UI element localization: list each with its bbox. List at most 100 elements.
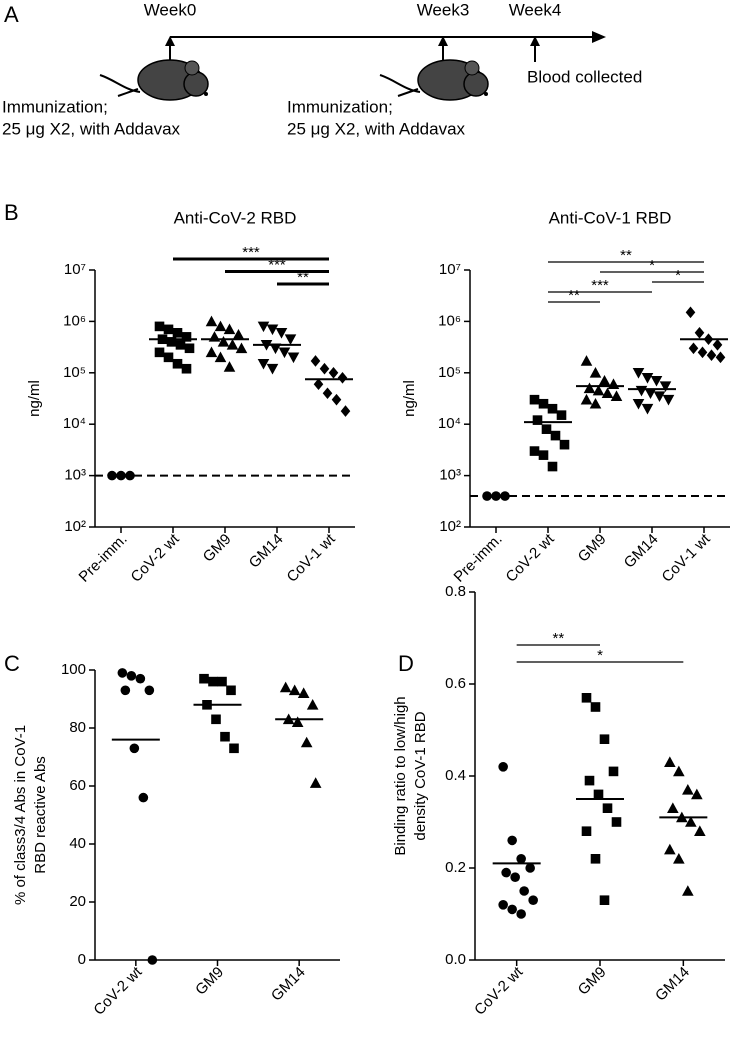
dot xyxy=(541,424,552,434)
dot xyxy=(125,470,135,481)
x-tick-label: GM9 xyxy=(200,531,235,566)
x-tick-label: GM14 xyxy=(246,531,287,572)
injection-arrow xyxy=(117,88,139,97)
chart-title: Anti-CoV-2 RBD xyxy=(174,208,297,227)
panel-label: C xyxy=(4,651,20,676)
x-tick-label: CoV-1 wt xyxy=(284,530,340,586)
dot xyxy=(214,351,227,363)
dot xyxy=(205,346,218,358)
dot xyxy=(662,394,675,406)
y-axis-label: density CoV-1 RBD xyxy=(412,711,429,840)
dot xyxy=(306,699,319,710)
dot xyxy=(685,306,696,319)
dot xyxy=(217,336,230,347)
dot xyxy=(154,321,165,332)
dot xyxy=(291,716,304,727)
dot xyxy=(610,390,623,402)
y-tick-label: 80 xyxy=(69,719,86,736)
dot xyxy=(550,430,561,441)
dot xyxy=(319,362,330,375)
dot xyxy=(501,867,511,878)
dot xyxy=(340,405,351,417)
dot xyxy=(226,339,239,350)
week-arrows xyxy=(169,42,536,62)
dot xyxy=(337,371,348,384)
y-tick-label: 100 xyxy=(61,661,86,678)
chart-title: Anti-CoV-1 RBD xyxy=(549,208,672,227)
significance-label: ** xyxy=(620,247,632,264)
dot xyxy=(107,470,117,481)
y-axis-label: ng/ml xyxy=(26,380,43,417)
y-tick-label: 0 xyxy=(78,951,86,968)
dot xyxy=(322,387,333,400)
x-tick-label: GM14 xyxy=(621,531,662,572)
dot xyxy=(532,415,543,425)
dot xyxy=(516,854,526,864)
y-axis-label: ng/ml xyxy=(401,380,418,417)
dot xyxy=(172,358,183,369)
dot xyxy=(694,825,706,836)
dot xyxy=(589,367,602,378)
x-tick-label: CoV-2 wt xyxy=(471,963,527,1019)
dot xyxy=(601,387,614,399)
dot xyxy=(688,342,699,355)
x-tick-label: GM14 xyxy=(652,964,693,1005)
dot xyxy=(664,843,676,855)
x-tick-label: CoV-2 wt xyxy=(128,530,184,586)
dot xyxy=(116,470,126,481)
dot xyxy=(208,676,218,687)
dot xyxy=(172,328,183,338)
mouse xyxy=(379,59,489,101)
dot xyxy=(205,315,218,327)
dot xyxy=(653,391,666,403)
significance-label: * xyxy=(649,257,655,274)
dot xyxy=(117,668,128,678)
y-tick-label: 0.8 xyxy=(445,583,466,600)
dot xyxy=(538,450,549,460)
dot xyxy=(673,765,685,777)
y-tick-label: 10⁷ xyxy=(64,261,86,278)
dot xyxy=(288,684,301,696)
week-arrowheads xyxy=(165,36,540,46)
x-tick-label: GM9 xyxy=(192,964,227,999)
week-label: Week0 xyxy=(144,0,197,19)
dot xyxy=(673,853,685,864)
dot xyxy=(217,676,227,687)
dot xyxy=(599,734,610,744)
dot xyxy=(235,342,248,354)
dot xyxy=(538,398,549,409)
dot xyxy=(583,382,596,394)
y-tick-label: 10³ xyxy=(439,467,461,484)
dot xyxy=(120,685,131,696)
y-tick-label: 0.2 xyxy=(445,859,466,876)
dot xyxy=(313,378,324,391)
dot xyxy=(589,397,602,409)
dot xyxy=(275,328,288,339)
dot xyxy=(223,323,236,335)
dot xyxy=(607,378,620,390)
dot xyxy=(129,743,140,754)
dot xyxy=(211,714,221,725)
dot xyxy=(507,835,517,846)
dot xyxy=(500,491,510,501)
y-tick-label: 0.4 xyxy=(445,767,466,784)
y-tick-label: 10² xyxy=(439,518,461,535)
x-tick-label: GM14 xyxy=(268,964,309,1005)
panel-label: B xyxy=(4,200,19,225)
dot xyxy=(664,756,676,767)
dot xyxy=(232,328,245,340)
week-label: Week4 xyxy=(509,0,562,19)
y-tick-label: 10² xyxy=(64,518,86,535)
dot xyxy=(559,439,570,450)
dot xyxy=(184,343,195,354)
dot xyxy=(667,802,679,813)
dot xyxy=(547,461,558,472)
dot xyxy=(279,681,292,693)
dot xyxy=(581,693,592,703)
significance-label: *** xyxy=(591,277,609,294)
dot xyxy=(284,334,297,346)
dot xyxy=(694,327,705,339)
dot xyxy=(269,343,282,355)
dot xyxy=(498,900,508,910)
